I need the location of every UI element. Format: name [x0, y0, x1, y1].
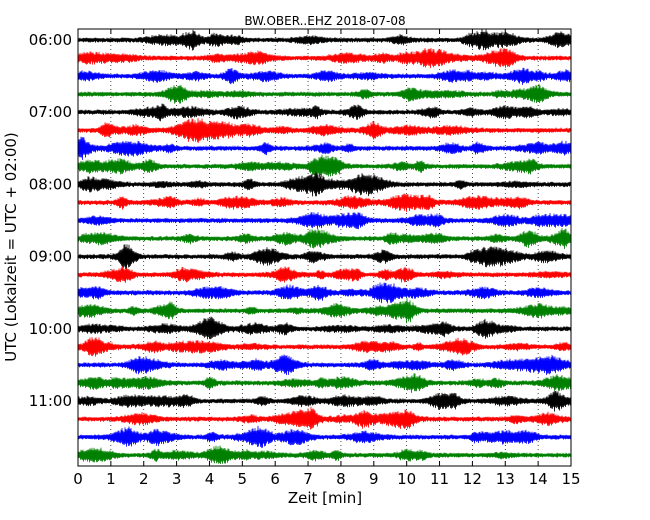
trace-0900	[77, 244, 572, 271]
x-tick-label: 14	[529, 470, 548, 488]
y-tick-label: 06:00	[29, 31, 72, 49]
trace-1130	[77, 425, 572, 448]
x-tick-label: 15	[561, 470, 580, 488]
trace-0745	[77, 154, 572, 178]
trace-0845	[77, 228, 572, 250]
trace-0700	[77, 103, 572, 122]
x-tick-label: 13	[496, 470, 515, 488]
x-tick-label: 2	[139, 470, 149, 488]
x-tick-label: 4	[205, 470, 215, 488]
x-tick-label: 0	[73, 470, 83, 488]
trace-0715	[77, 117, 572, 143]
y-tick-label: 07:00	[29, 103, 72, 121]
trace-0945	[77, 298, 572, 324]
y-axis-ticks: 06:00 07:00 08:00 09:00 10:00 11:00	[29, 31, 571, 410]
plot-frame	[77, 28, 572, 467]
trace-1015	[77, 336, 572, 357]
trace-0800	[77, 171, 572, 197]
trace-0615	[77, 47, 572, 69]
trace-0600	[77, 29, 572, 51]
y-tick-label: 08:00	[29, 175, 72, 193]
y-axis-label: UTC (Lokalzeit = UTC + 02:00)	[2, 132, 20, 362]
trace-0730	[77, 136, 572, 161]
x-tick-label: 1	[106, 470, 116, 488]
x-tick-label: 8	[336, 470, 346, 488]
trace-1030	[77, 354, 572, 376]
x-tick-label: 9	[369, 470, 379, 488]
grid-lines	[110, 29, 539, 466]
y-tick-label: 11:00	[29, 392, 72, 410]
trace-0645	[77, 83, 572, 104]
trace-0915	[77, 266, 572, 283]
y-tick-label: 10:00	[29, 320, 72, 338]
seismogram-traces	[77, 29, 572, 465]
trace-0815	[77, 193, 572, 213]
x-tick-label: 7	[303, 470, 313, 488]
trace-0830	[77, 212, 572, 230]
x-tick-label: 10	[397, 470, 416, 488]
trace-1145	[77, 445, 572, 465]
trace-1100	[77, 390, 572, 412]
trace-1115	[77, 406, 572, 430]
x-tick-label: 11	[430, 470, 449, 488]
chart-title: BW.OBER..EHZ 2018-07-08	[244, 14, 405, 28]
x-axis-label: Zeit [min]	[288, 489, 362, 507]
y-tick-label: 09:00	[29, 248, 72, 266]
x-tick-label: 3	[172, 470, 182, 488]
trace-0930	[77, 282, 572, 304]
x-tick-label: 5	[238, 470, 248, 488]
trace-1000	[77, 316, 572, 340]
trace-0630	[77, 67, 572, 86]
trace-1045	[77, 373, 572, 393]
x-axis-ticks: 0 1 2 3 4 5 6 7 8 9 10 11 12 13 14 15	[73, 29, 581, 488]
x-tick-label: 12	[463, 470, 482, 488]
x-tick-label: 6	[270, 470, 280, 488]
